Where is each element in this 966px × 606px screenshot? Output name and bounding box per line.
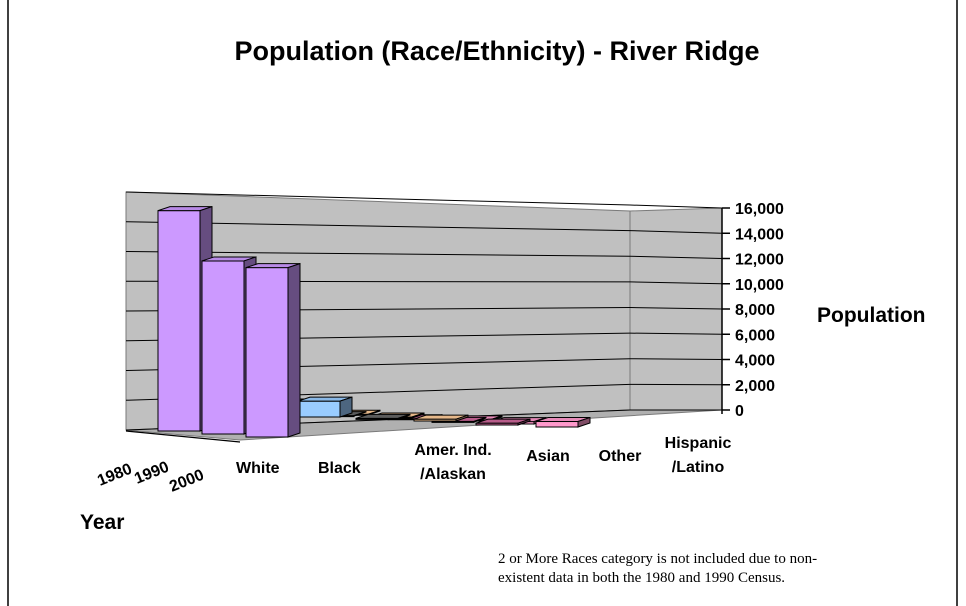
bar-front	[201, 260, 245, 435]
y-tick-label: 14,000	[735, 226, 784, 243]
bar	[535, 416, 591, 428]
gridline	[125, 191, 631, 206]
gridline-side	[629, 204, 723, 209]
bars	[157, 205, 591, 438]
bar	[413, 414, 469, 422]
bar-side	[455, 414, 469, 422]
y-tick-label: 6,000	[735, 327, 775, 344]
gridline-side	[629, 281, 723, 285]
chart-title: Population (Race/Ethnicity) - River Ridg…	[234, 36, 759, 66]
category-label: White	[236, 460, 280, 477]
bar-front	[535, 421, 579, 428]
y-tick-label: 16,000	[735, 201, 784, 218]
gridline-side	[629, 332, 723, 335]
category-labels: White Black Amer. Ind. /Alaskan Asian Other Hi…	[236, 435, 731, 483]
y-tick-label: 10,000	[735, 277, 784, 294]
bar-front	[297, 400, 341, 418]
bar	[297, 396, 353, 418]
gridline-side	[629, 230, 723, 234]
category-label: Asian	[526, 448, 570, 465]
category-label: Hispanic	[665, 435, 732, 452]
bar-side	[473, 416, 487, 423]
year-label: 2000	[167, 467, 206, 496]
y-tick-label: 2,000	[735, 378, 775, 395]
category-label: Black	[318, 460, 361, 477]
category-label: Amer. Ind.	[414, 442, 491, 459]
gridline-side	[629, 307, 723, 310]
bar-front	[157, 210, 201, 432]
y-tick-label: 12,000	[735, 252, 784, 269]
footnote-line-2: existent data in both the 1980 and 1990 …	[498, 570, 785, 586]
year-label: 1990	[132, 459, 171, 488]
category-label-line2: /Latino	[672, 459, 725, 476]
bar-side	[577, 416, 591, 428]
bar-side	[517, 418, 531, 426]
year-label: 1980	[95, 461, 134, 490]
bar	[245, 262, 301, 438]
bar-side	[353, 410, 367, 417]
gridline-side	[629, 358, 723, 360]
bar-side	[397, 413, 411, 420]
bar-side	[287, 262, 301, 438]
x-axis-title: Year	[80, 511, 124, 534]
bar-front	[245, 267, 289, 438]
category-label-line2: /Alaskan	[420, 466, 486, 483]
y-tick-label: 4,000	[735, 353, 775, 370]
bar	[475, 418, 531, 426]
depth-axis-line	[125, 430, 241, 443]
category-label: Other	[599, 448, 642, 465]
bar	[355, 413, 411, 420]
bar-side	[339, 396, 353, 418]
y-tick-label: 8,000	[735, 302, 775, 319]
bar-side	[411, 412, 425, 419]
gridline-side	[629, 255, 723, 259]
y-axis: 0 2,000 4,000 6,000 8,000 10,000 12,000 14,000 1…	[721, 201, 784, 420]
y-axis-title: Population	[817, 304, 926, 327]
footnote-line-1: 2 or More Races category is not included…	[498, 551, 817, 567]
y-tick-label: 0	[735, 403, 744, 420]
